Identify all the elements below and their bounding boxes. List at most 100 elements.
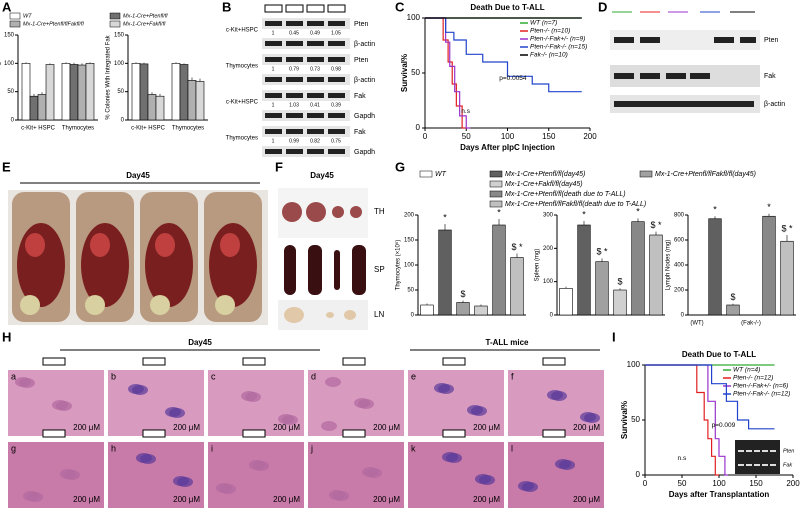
bar: [474, 305, 488, 316]
histology: [108, 370, 204, 436]
blot-band: [307, 77, 324, 82]
histology-spot: [325, 377, 341, 387]
bar: [438, 229, 452, 316]
histology-spot: [438, 384, 454, 394]
y-tick-label: 800: [674, 213, 685, 219]
lane-icon: [142, 429, 166, 438]
blot-band: [307, 149, 324, 154]
significance: *: [497, 207, 501, 217]
blot-band: [328, 41, 345, 46]
y-tick-label: 150: [114, 33, 125, 39]
y-tick-label: 50: [117, 89, 124, 95]
gel-band: [762, 450, 768, 452]
bar: [85, 63, 95, 121]
gel: [735, 440, 780, 474]
gel-label: Fak: [783, 462, 792, 468]
annotation: n.s: [678, 455, 687, 462]
blot-band: [265, 77, 282, 82]
bar: [195, 81, 205, 121]
histology-spot: [282, 415, 298, 425]
histology-spot: [220, 484, 236, 494]
blot-band: [286, 21, 303, 26]
bar: [155, 95, 165, 121]
y-axis-label: Spleen (mg): [535, 249, 541, 282]
histology-spot: [253, 461, 269, 471]
y-axis-label: Lymph Nodes (mg): [666, 240, 672, 291]
bar: [420, 304, 434, 316]
histology-spot: [559, 460, 575, 470]
ratio: 1.03: [289, 102, 299, 108]
ratio: 1: [272, 66, 275, 72]
lane-icon: [264, 4, 283, 13]
band-label: Fak: [764, 73, 776, 80]
image-letter: l: [511, 443, 513, 453]
bar: [649, 234, 663, 316]
significance: *: [636, 207, 640, 217]
significance: *: [767, 202, 771, 212]
scale-label: 200 μM: [373, 423, 400, 432]
y-tick-label: 100: [543, 279, 554, 285]
histology-spot: [366, 468, 382, 478]
y-tick-label: 600: [674, 238, 685, 244]
gel-band: [770, 450, 776, 452]
histology-spot: [56, 401, 72, 411]
legend-swatch: [489, 170, 503, 178]
bar: [179, 64, 189, 121]
y-tick-label: 100: [4, 61, 15, 67]
bar: [595, 261, 609, 316]
image-letter: b: [111, 371, 116, 381]
legend-label: Fak-/- (n=10): [530, 52, 568, 59]
blot-band-bg: [262, 74, 350, 85]
scale-label: 200 μM: [573, 423, 600, 432]
legend-label: Mx-1-Cre+Ptenfl/fl: [123, 13, 168, 19]
image-letter: d: [311, 371, 316, 381]
x-tick-label: 50: [678, 479, 687, 488]
bar: [762, 215, 776, 316]
significance: $: [460, 289, 465, 299]
significance: *: [443, 212, 447, 222]
y-tick-label: 0: [416, 123, 421, 132]
histology: [208, 370, 304, 436]
band-label: Pten: [354, 21, 369, 28]
lane-icon: [42, 357, 66, 366]
scale-label: 200 μM: [573, 495, 600, 504]
gel-band: [754, 464, 760, 466]
blot-band: [265, 57, 282, 62]
blot-band-bg: [262, 54, 350, 65]
image-letter: j: [310, 443, 313, 453]
legend-swatch: [9, 12, 21, 20]
legend-label: Pten-/-Fak+/- (n=6): [733, 383, 788, 390]
significance: $ *: [650, 220, 662, 230]
lane-icon: [306, 4, 325, 13]
significance: *: [582, 209, 586, 219]
bar: [510, 257, 524, 316]
bar: [37, 94, 47, 121]
annotation: n.s: [461, 108, 470, 115]
title: Day45: [310, 171, 334, 180]
gel-label: Pten: [783, 448, 794, 454]
scale-label: 200 μM: [473, 423, 500, 432]
scale-label: 200 μM: [373, 495, 400, 504]
y-tick-label: 150: [4, 33, 15, 39]
histology-spot: [479, 475, 495, 485]
significance: $ *: [781, 223, 793, 233]
histology-spot: [471, 406, 487, 416]
significance: $: [617, 277, 622, 287]
legend-swatch: [639, 170, 653, 178]
band-label: β-actin: [354, 77, 375, 84]
y-tick-label: 0: [121, 118, 125, 124]
y-axis-label: Survival%: [620, 401, 629, 439]
blot-band: [286, 57, 303, 62]
histology-spot: [321, 421, 337, 431]
blot-band: [265, 149, 282, 154]
band-label: Pten: [764, 37, 779, 44]
histology-spot: [551, 391, 567, 401]
blot-band: [328, 93, 345, 98]
title: Day45: [126, 171, 150, 180]
histology-spot: [522, 482, 538, 492]
legend-label: Mx-1-Cre+Ptenfl/flFakfl/fl(death due to …: [505, 201, 646, 208]
ratio: 1.05: [331, 30, 341, 36]
panel-label: I: [612, 329, 616, 344]
significance: $ *: [596, 247, 608, 257]
ratio: 0.99: [289, 138, 299, 144]
